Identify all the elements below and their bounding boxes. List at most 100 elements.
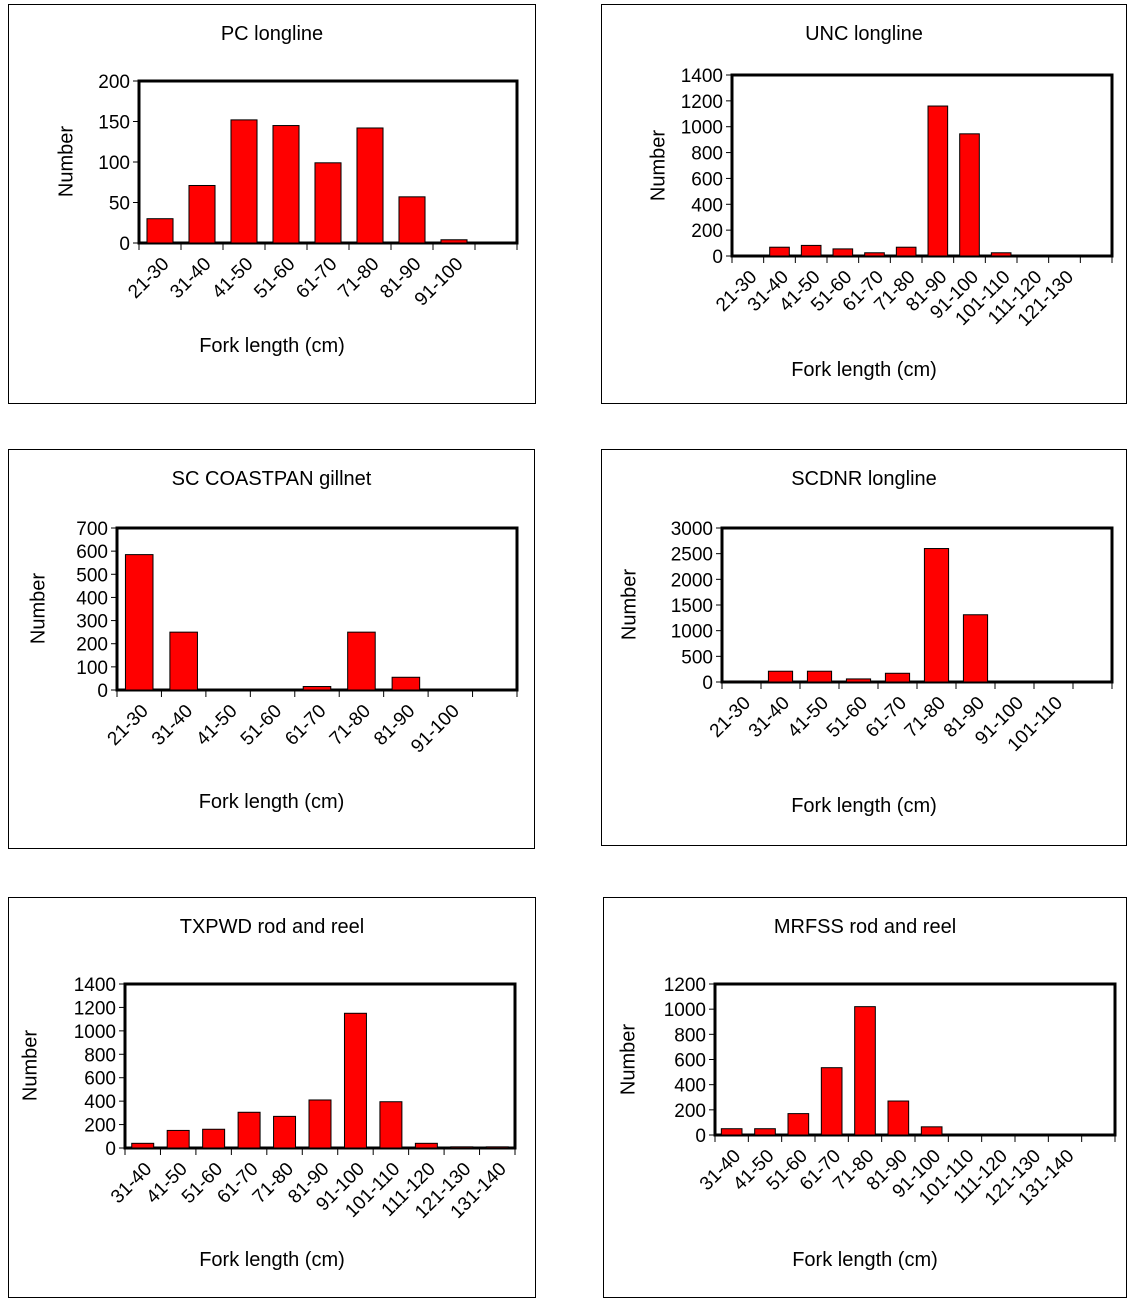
y-tick-label: 400 [691,195,723,216]
y-tick-label: 1200 [74,998,116,1019]
chart-plot: 0 500 1000 1500 2000 2500 3000 21-3031-4041-505… [671,519,1114,756]
x-tick-label: 21-30 [124,254,173,303]
x-axis-label: Fork length (cm) [791,359,937,381]
y-tick-label: 0 [712,247,723,268]
y-tick-label: 3000 [671,519,713,540]
bar [895,246,917,257]
chart-panel-sc-coastpan-gillnet: SC COASTPAN gillnet 0 100 200 300 400 500 600 7… [8,449,535,849]
y-tick-label: 1200 [681,92,723,113]
bar [272,125,300,244]
plot-area-frame [720,526,1114,684]
x-tick-label: 71-80 [334,254,383,303]
bar [347,631,376,691]
chart-title: PC longline [220,23,324,45]
chart-plot: 0 50 100 150 200 21-3031-4041-5051-6061-7071-… [98,72,519,310]
bar [854,1006,876,1136]
y-tick-label: 700 [76,519,108,540]
x-axis-label: Fork length (cm) [199,335,345,357]
plot-area-frame [713,982,1117,1137]
bar [927,105,949,257]
bar [769,246,790,257]
bar [166,1129,190,1149]
y-tick-label: 400 [76,588,108,609]
x-tick-label: 31-40 [166,254,215,303]
chart-title: UNC longline [805,23,923,45]
x-tick-label: 71-80 [326,701,375,750]
y-tick-label: 1400 [74,975,116,996]
y-axis-label: Number [618,568,641,641]
chart-panel-unc-longline: UNC longline 0 200 400 600 800 1000 1200 1400 21… [601,4,1127,404]
bar [954,1133,976,1136]
x-tick-label: 61-70 [862,693,911,742]
bar [959,133,980,257]
y-tick-label: 2500 [671,545,713,566]
chart-title: SC COASTPAN gillnet [171,468,372,490]
y-axis-label: Number [55,125,78,198]
x-tick-label: 41-50 [208,254,257,303]
y-tick-label: 600 [76,542,108,563]
bar [450,1146,474,1149]
bar [237,1111,261,1149]
y-tick-label: 1500 [671,596,713,617]
y-tick-label: 0 [695,1126,706,1147]
y-tick-label: 600 [674,1051,706,1072]
chart-title: TXPWD rod and reel [179,916,365,938]
bar [131,1142,155,1149]
x-tick-label: 51-60 [250,254,299,303]
y-axis-label: Number [647,129,670,201]
y-tick-label: 200 [98,72,130,93]
bar [124,554,154,691]
bar [767,670,794,683]
chart-panel-scdnr-longline: SCDNR longline 0 500 1000 1500 2000 2500 3000 2… [601,449,1127,846]
y-tick-label: 0 [97,681,108,702]
y-tick-label: 1000 [74,1022,116,1043]
bar [832,248,854,257]
bar [343,1012,367,1149]
x-axis-label: Fork length (cm) [198,791,345,813]
chart-plot: 020040060080010001200140031-4041-5051-60… [74,975,517,1223]
y-tick-label: 150 [98,113,130,134]
bar [414,1142,438,1149]
bar [314,162,342,244]
y-tick-label: 100 [98,153,130,174]
bar [754,1128,776,1136]
bar [820,1067,843,1136]
x-tick-label: 51-60 [237,701,286,750]
y-tick-label: 1200 [664,975,706,996]
x-tick-label: 41-50 [784,693,833,742]
y-tick-label: 50 [109,194,130,215]
y-tick-label: 800 [674,1025,706,1046]
x-tick-label: 51-60 [823,693,872,742]
y-tick-label: 1000 [681,118,723,139]
x-tick-label: 61-70 [281,701,330,750]
bar [398,196,426,244]
y-tick-label: 1000 [671,622,713,643]
bar [923,548,950,683]
bar [356,127,384,244]
x-tick-label: 61-70 [292,254,341,303]
chart-panel-mrfss-rod-and-reel: MRFSS rod and reel 0 200 400 600 800 1000 1200… [603,897,1127,1298]
chart-panel-pc-longline: PC longline 0 50 100 150 200 21-30 31-40 41-50 5… [8,4,536,404]
bar [273,1115,297,1149]
bar [806,670,833,683]
bar [169,631,198,691]
bar [485,1146,509,1149]
y-tick-label: 200 [691,221,723,242]
bar [440,239,468,244]
y-tick-label: 300 [76,612,108,633]
y-tick-label: 800 [84,1045,116,1066]
chart-panel-txpwd-rod-and-reel: TXPWD rod and reel 0 200 400 600 800 1000 1200… [8,897,536,1298]
x-tick-label: 71-80 [901,693,950,742]
bar [884,672,911,683]
bar [308,1099,332,1149]
y-tick-label: 0 [119,234,130,255]
y-tick-label: 100 [76,658,108,679]
bar [990,252,1012,257]
bar [864,252,885,257]
chart-title: SCDNR longline [791,468,937,490]
chart-plot: 02004006008001000120031-4041-5051-6061-7… [664,975,1117,1210]
y-tick-label: 400 [674,1076,706,1097]
y-tick-label: 400 [84,1092,116,1113]
y-tick-label: 0 [105,1139,116,1160]
